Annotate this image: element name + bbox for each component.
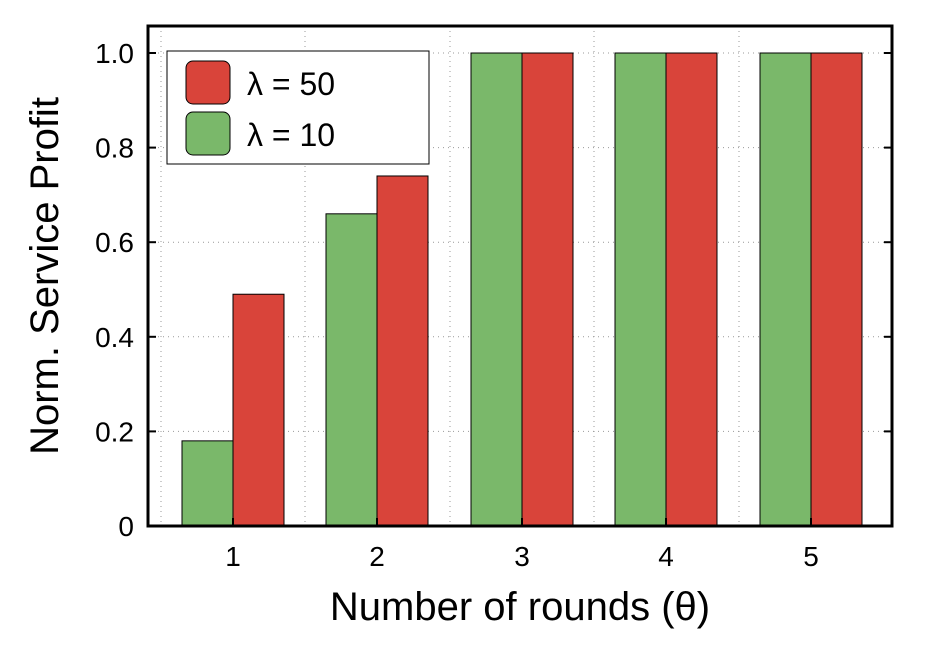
- x-tick-label: 1: [225, 541, 241, 572]
- bar-lambda-50-round-2: [376, 175, 429, 527]
- x-tick-label: 5: [803, 541, 819, 572]
- bar-lambda-10-round-5: [759, 52, 812, 527]
- y-tick-label: 0.6: [95, 227, 134, 258]
- x-axis-title: Number of rounds (θ): [330, 585, 710, 629]
- legend-swatch-lambda-10: [185, 111, 231, 156]
- y-tick-label: 0.2: [95, 416, 134, 447]
- bars: [181, 52, 863, 527]
- bar-lambda-10-round-1: [181, 440, 234, 527]
- y-axis-title: Norm. Service Profit: [23, 97, 67, 455]
- bar-lambda-50-round-1: [232, 293, 285, 527]
- bar-lambda-50-round-4: [665, 52, 718, 527]
- y-tick-label: 1.0: [95, 38, 134, 69]
- bar-lambda-50-round-5: [810, 52, 863, 527]
- legend-swatch-lambda-50: [185, 60, 231, 105]
- legend-label-lambda-50: λ = 50: [247, 66, 335, 102]
- plot-frame: [146, 24, 894, 528]
- x-tick-label: 2: [369, 541, 385, 572]
- bar-lambda-50-round-3: [521, 52, 574, 527]
- y-tick-label: 0.8: [95, 133, 134, 164]
- x-axis-ticks: 1 2 3 4 5: [225, 518, 819, 572]
- y-tick-label: 0.4: [95, 322, 134, 353]
- x-tick-label: 3: [514, 541, 530, 572]
- legend: λ = 50 λ = 10: [166, 50, 430, 165]
- bar-lambda-10-round-2: [325, 213, 378, 527]
- y-tick-label: 0: [118, 511, 134, 542]
- y-axis-ticks: 0 0.2 0.4 0.6 0.8 1.0: [95, 38, 892, 542]
- bar-lambda-10-round-3: [470, 52, 523, 527]
- legend-label-lambda-10: λ = 10: [247, 117, 335, 153]
- x-tick-label: 4: [658, 541, 674, 572]
- bar-lambda-10-round-4: [614, 52, 667, 527]
